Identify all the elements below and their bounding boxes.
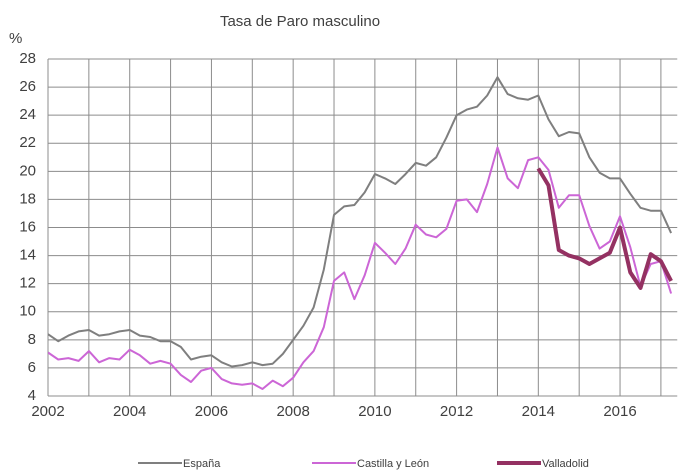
- y-axis-label: %: [9, 30, 22, 47]
- y-tick-label: 12: [19, 275, 36, 292]
- y-tick-label: 6: [28, 359, 36, 376]
- y-tick-label: 20: [19, 162, 36, 179]
- y-tick-label: 8: [28, 331, 36, 348]
- y-tick-label: 26: [19, 78, 36, 95]
- x-tick-label: 2012: [440, 403, 473, 420]
- legend-label: España: [183, 458, 221, 470]
- x-tick-label: 2004: [113, 403, 146, 420]
- y-tick-label: 4: [28, 387, 36, 404]
- x-tick-label: 2010: [358, 403, 391, 420]
- plot: [48, 76, 673, 390]
- y-tick-label: 24: [19, 106, 36, 123]
- y-tick-label: 16: [19, 218, 36, 235]
- legend-label: Castilla y León: [357, 458, 429, 470]
- grid: 4 6 8 10 12 14 16 18 20 22 24 26 28 2002 2004 2006 2008 2…: [19, 50, 678, 420]
- x-tick-label: 2016: [603, 403, 636, 420]
- y-tick-label: 18: [19, 190, 36, 207]
- y-tick-label: 10: [19, 303, 36, 320]
- series-line: [536, 167, 673, 290]
- series-line: [48, 76, 673, 368]
- chart-title: Tasa de Paro masculino: [220, 13, 380, 30]
- y-tick-label: 22: [19, 134, 36, 151]
- y-tick-label: 28: [19, 50, 36, 67]
- x-tick-label: 2006: [195, 403, 228, 420]
- y-tick-label: 14: [19, 247, 36, 264]
- x-tick-label: 2014: [522, 403, 555, 420]
- x-tick-label: 2008: [276, 403, 309, 420]
- legend: España Castilla y León Valladolid: [138, 458, 589, 470]
- series-line: [48, 146, 673, 390]
- x-tick-label: 2002: [31, 403, 64, 420]
- legend-label: Valladolid: [542, 458, 589, 470]
